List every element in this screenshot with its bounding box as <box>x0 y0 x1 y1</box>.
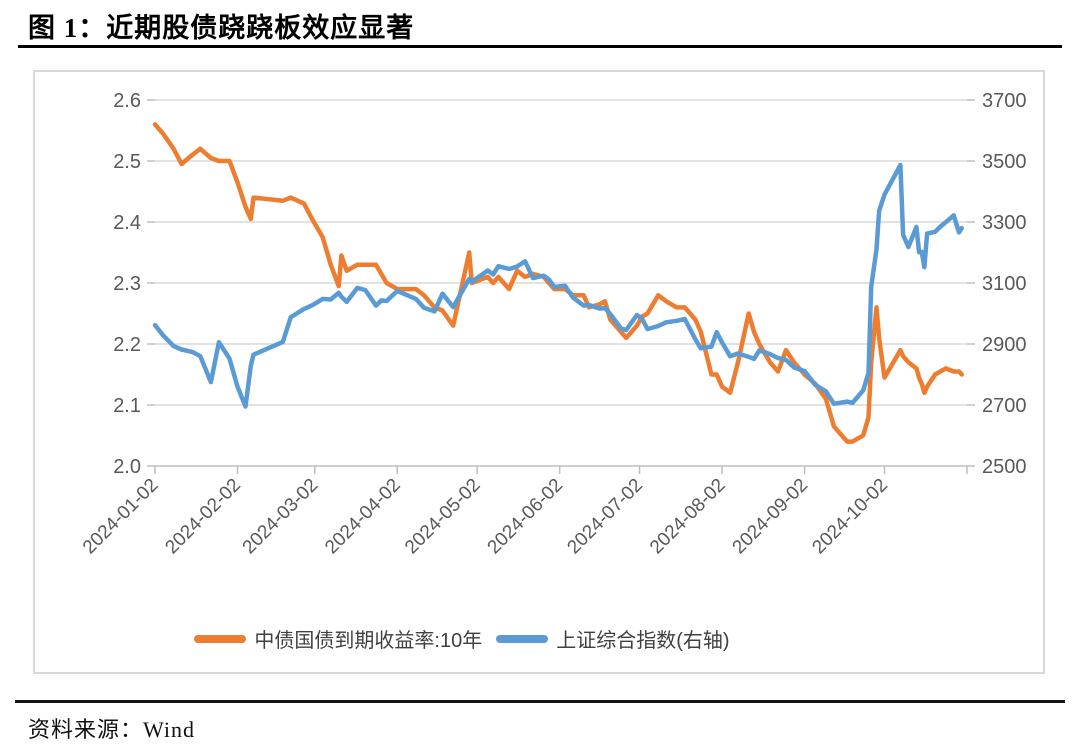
footer-divider <box>15 700 1065 703</box>
data-source: 资料来源：Wind <box>28 717 195 742</box>
figure-title: 图 1：近期股债跷跷板效应显著 <box>28 13 415 43</box>
right-axis-label: 2900 <box>982 334 1027 356</box>
right-axis-label: 3100 <box>982 273 1027 295</box>
legend-label-sse-index: 上证综合指数(右轴) <box>556 630 730 652</box>
right-axis-label: 3700 <box>982 90 1027 112</box>
x-axis-date-label: 2024-08-02 <box>646 475 730 559</box>
title-underline <box>18 45 1062 48</box>
legend-label-bond-yield: 中债国债到期收益率:10年 <box>254 630 483 652</box>
left-axis-label: 2.3 <box>113 273 141 295</box>
x-axis-date-label: 2024-04-02 <box>321 475 405 559</box>
right-axis-label: 3500 <box>982 151 1027 173</box>
x-axis-date-label: 2024-02-02 <box>161 475 245 559</box>
legend-item-bond-yield: 中债国债到期收益率:10年 <box>194 624 482 653</box>
right-axis-label: 3300 <box>982 212 1027 234</box>
series-line-sse-index <box>152 162 964 409</box>
left-axis-label: 2.1 <box>113 395 141 417</box>
left-axis-label: 2.2 <box>113 334 141 356</box>
legend-item-sse-index: 上证综合指数(右轴) <box>496 624 730 653</box>
left-axis-label: 2.4 <box>113 212 141 234</box>
bond-yield-line-swatch <box>194 634 247 643</box>
dual-axis-line-chart: 2.0 2500 2.1 2700 2.2 2900 2.3 3100 2.4 3300 2.5 35… <box>79 90 1027 559</box>
left-axis-label: 2.0 <box>113 456 141 478</box>
left-axis-label: 2.6 <box>113 90 141 112</box>
chart-legend: 中债国债到期收益率:10年 上证综合指数(右轴) <box>0 624 1002 653</box>
chart-frame <box>33 70 1045 674</box>
x-axis-date-label: 2024-01-02 <box>79 475 163 559</box>
x-axis-date-label: 2024-06-02 <box>484 475 568 559</box>
right-axis-label: 2700 <box>982 395 1027 417</box>
x-axis-date-label: 2024-10-02 <box>808 475 892 559</box>
series-line-bond-yield <box>152 122 964 444</box>
x-axis-date-label: 2024-09-02 <box>729 475 813 559</box>
right-axis-label: 2500 <box>982 456 1027 478</box>
sse-index-line-swatch <box>496 634 549 643</box>
left-axis-label: 2.5 <box>113 151 141 173</box>
x-axis-date-label: 2024-03-02 <box>239 475 323 559</box>
x-axis-date-label: 2024-07-02 <box>563 475 647 559</box>
x-axis-date-label: 2024-05-02 <box>401 475 485 559</box>
